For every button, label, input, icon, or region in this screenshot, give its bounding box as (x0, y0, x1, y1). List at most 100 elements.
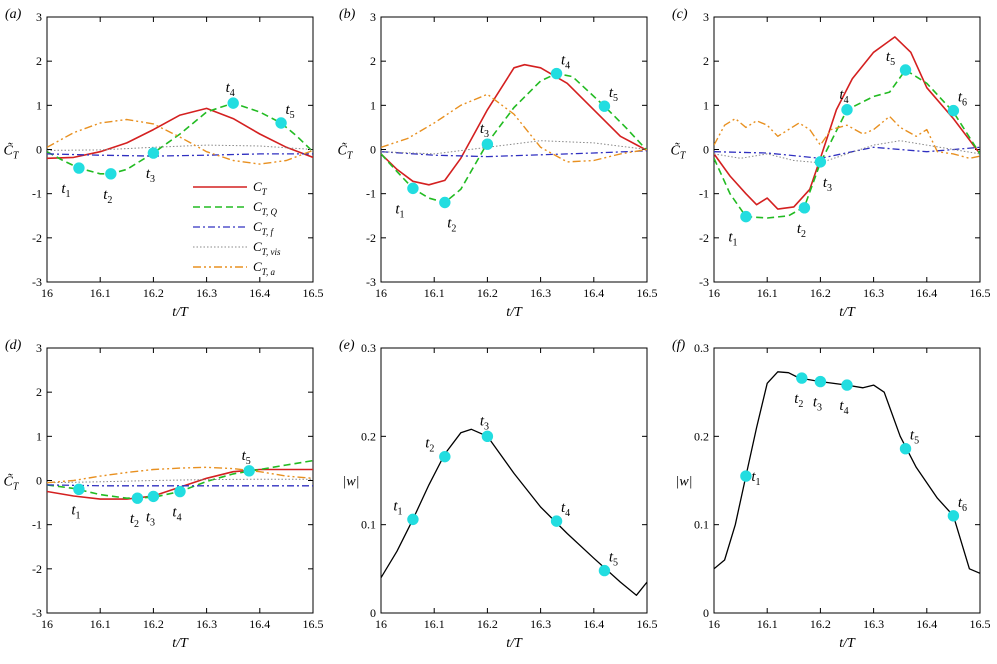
y-tick-label: -1 (699, 187, 709, 201)
marker-label-t4: t4 (839, 87, 848, 106)
marker-label-t2: t2 (130, 511, 139, 530)
legend-entry-base: C (253, 179, 262, 194)
panel-e: 16 16.1 16.2 16.3 16.4 16.5 0 0.1 0.2 0.3 t/T |w| (e… (339, 338, 658, 651)
marker-label-t1: t1 (393, 498, 402, 517)
series-CTf-line (714, 146, 980, 159)
x-tick-label: 16.2 (477, 286, 498, 300)
marker-label-t4: t4 (561, 500, 570, 519)
marker-label-sub: 2 (801, 229, 806, 240)
y-tick-label: 2 (703, 54, 709, 68)
y-tick-label: 2 (36, 385, 42, 399)
legend-entry-base: C (253, 259, 262, 274)
marker-label-base: t (561, 500, 566, 516)
y-tick-label: 0.3 (361, 341, 376, 355)
marker-label-base: t (130, 511, 135, 527)
marker-label-base: t (285, 102, 290, 118)
marker-label-sub: 2 (451, 224, 456, 235)
y-tick-label: -1 (366, 187, 376, 201)
series-CTvis-line (47, 478, 313, 484)
x-axis-label: t/T (839, 305, 856, 320)
marker-label-sub: 2 (134, 519, 139, 530)
y-tick-label: 3 (36, 10, 42, 24)
marker-label-t1: t1 (61, 181, 70, 200)
marker-label-sub: 3 (817, 403, 822, 414)
series-CT-line (381, 63, 647, 186)
marker-label-t5: t5 (285, 102, 294, 121)
series-group (714, 36, 980, 219)
marker-label-sub: 4 (844, 406, 849, 417)
y-tick-label: -1 (32, 187, 42, 201)
x-tick-label: 16.4 (249, 286, 270, 300)
marker-label-t2: t2 (794, 391, 803, 410)
marker-t5 (899, 443, 912, 455)
y-tick-label: 0.3 (694, 341, 709, 355)
marker-label-base: t (958, 495, 963, 511)
legend-entry-base: C (253, 239, 262, 254)
marker-label-base: t (146, 166, 151, 182)
marker-label-t1: t1 (395, 201, 404, 220)
marker-label-sub: 3 (484, 421, 489, 432)
marker-t4 (174, 485, 186, 498)
marker-label-sub: 2 (429, 444, 434, 455)
series-CTQ-line (47, 102, 313, 175)
series-CTa-line (714, 115, 980, 160)
marker-label-sub: 1 (400, 209, 405, 220)
y-label-base: C̃ (671, 142, 681, 158)
marker-label-sub: 1 (66, 189, 71, 200)
marker-t2 (798, 202, 811, 214)
series-CTf-line (47, 153, 313, 157)
x-axis-label: t/T (172, 636, 189, 651)
marker-label-base: t (839, 398, 844, 414)
marker-label-t3: t3 (823, 175, 832, 194)
x-tick-label: 16.4 (583, 286, 604, 300)
marker-label-t1: t1 (751, 469, 760, 488)
series-group (47, 459, 313, 500)
plot-frame (713, 16, 981, 283)
marker-label-t6: t6 (958, 495, 967, 514)
marker-label-sub: 5 (246, 456, 251, 467)
marker-t3 (814, 156, 827, 168)
series-group (714, 371, 980, 574)
marker-t1 (73, 483, 85, 496)
y-tick-label: 1 (36, 429, 42, 443)
y-tick-label: -3 (366, 275, 376, 289)
marker-label-sub: 4 (565, 508, 570, 519)
y-tick-label: -2 (699, 231, 709, 245)
x-tick-label: 16.3 (196, 286, 217, 300)
marker-label-base: t (958, 90, 963, 106)
panel-f: 16 16.1 16.2 16.3 16.4 16.500.10.20.3t/T|w|(f… (672, 338, 991, 651)
panel-label: (a) (5, 7, 22, 22)
x-tick-label: 16.3 (530, 617, 551, 631)
y-label-sub: T (347, 151, 354, 162)
marker-label-sub: 4 (230, 88, 235, 99)
x-tick-label: 16.1 (424, 617, 445, 631)
panel-label: (f) (672, 338, 686, 353)
y-label-sub: T (680, 151, 687, 162)
series-w-line (714, 371, 980, 574)
marker-label-sub: 1 (398, 506, 403, 517)
marker-label-sub: 5 (914, 436, 919, 447)
x-tick-label: 16.1 (90, 286, 111, 300)
marker-label-base: t (561, 53, 566, 69)
x-axis-label: t/T (506, 305, 523, 320)
marker-label-sub: 1 (76, 510, 81, 521)
marker-label-t3: t3 (146, 509, 155, 528)
y-tick-label: 0 (36, 143, 42, 157)
x-tick-label: 16 (41, 617, 53, 631)
marker-label-t3: t3 (480, 413, 489, 432)
panel-c: 16 16.1 16.2 16.3 16.4 16.5-3-2-10123t/TC̃T(c… (671, 7, 991, 320)
x-tick-label: 16.5 (970, 617, 991, 631)
panel-label: (b) (339, 7, 356, 22)
x-tick-label: 16 (375, 286, 387, 300)
y-tick-label: 1 (370, 98, 376, 112)
series-CTvis-line (381, 140, 647, 155)
marker-t5 (598, 100, 611, 112)
marker-label-t5: t5 (242, 448, 251, 467)
series-CT-line (47, 107, 313, 160)
marker-t3 (814, 375, 827, 388)
marker-t6 (947, 510, 960, 522)
marker-label-base: t (103, 187, 108, 203)
legend-entry-CT: CT (253, 179, 268, 197)
marker-label-base: t (172, 505, 177, 521)
y-label-base: C̃ (4, 473, 14, 489)
